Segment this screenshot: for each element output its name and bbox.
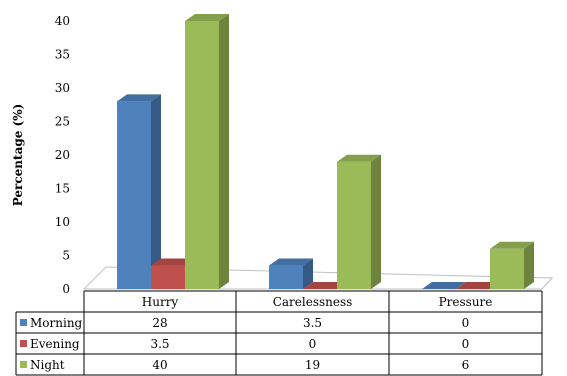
bar-top <box>490 241 534 249</box>
y-tick-label: 15 <box>55 182 70 196</box>
bar-night-hurry <box>185 14 229 289</box>
y-tick-label: 10 <box>55 215 70 229</box>
y-tick-label: 30 <box>55 81 70 95</box>
bar-front <box>490 248 524 289</box>
legend-swatch <box>20 340 27 347</box>
bar-front <box>151 265 185 289</box>
bar-front <box>269 265 303 289</box>
y-axis-label: Percentage (%) <box>11 104 25 207</box>
bar-top <box>456 282 500 289</box>
bar-morning-hurry <box>117 94 161 290</box>
y-tick-label: 20 <box>55 148 70 162</box>
bar-night-carelessness <box>337 154 381 289</box>
bar-top <box>422 282 466 289</box>
data-label: 0 <box>462 337 470 351</box>
bar-front <box>185 21 219 289</box>
bar-side <box>524 241 534 289</box>
bar-top <box>185 14 229 21</box>
bar-side <box>151 94 161 290</box>
bar-side <box>371 154 381 289</box>
bar-evening-pressure <box>456 282 500 289</box>
bar-top <box>117 94 161 102</box>
data-label: 40 <box>152 358 167 372</box>
bar-side <box>219 14 229 289</box>
series-label: Night <box>30 358 65 372</box>
data-label: 6 <box>462 358 470 372</box>
bar-top <box>269 258 313 266</box>
data-label: 3.5 <box>150 337 169 351</box>
bar-front <box>337 161 371 289</box>
data-label: 19 <box>305 358 320 372</box>
bar-side <box>303 258 313 289</box>
y-tick-label: 25 <box>55 115 70 129</box>
y-axis: 0 5 10 15 20 25 30 35 40 <box>55 14 70 296</box>
data-table: Hurry Carelessness Pressure Morning 28 3.5 0 Ev… <box>15 290 543 376</box>
data-label: 0 <box>462 316 470 330</box>
bar-top <box>303 282 347 289</box>
series-label: Morning <box>30 316 83 330</box>
y-tick-label: 40 <box>55 14 70 28</box>
data-label: 28 <box>152 316 167 330</box>
y-tick-label: 5 <box>62 249 70 263</box>
category-label: Hurry <box>142 295 179 309</box>
legend-swatch <box>20 319 27 326</box>
bar-front <box>117 101 151 290</box>
bar-top <box>151 258 195 266</box>
legend-swatch <box>20 361 27 368</box>
bar-morning-carelessness <box>269 258 313 289</box>
y-tick-label: 35 <box>55 48 70 62</box>
y-tick-label: 0 <box>62 282 70 296</box>
bar-top <box>337 154 381 162</box>
bar-night-pressure <box>490 241 534 289</box>
data-label: 0 <box>309 337 317 351</box>
bar-morning-pressure <box>422 282 466 289</box>
category-label: Pressure <box>439 295 493 309</box>
bar-evening-carelessness <box>303 282 347 289</box>
bars <box>117 14 534 290</box>
category-label: Carelessness <box>273 295 353 309</box>
data-label: 3.5 <box>303 316 322 330</box>
series-label: Evening <box>30 337 80 351</box>
